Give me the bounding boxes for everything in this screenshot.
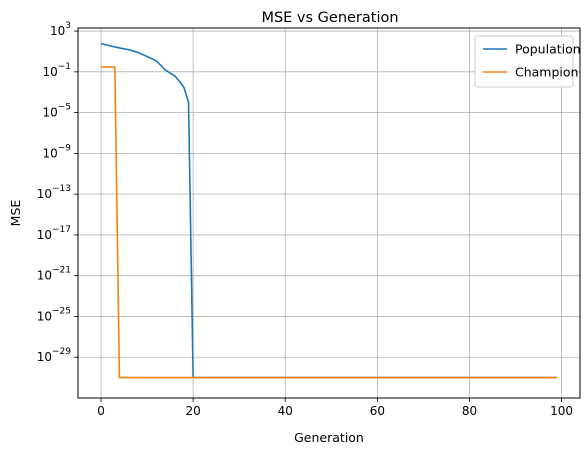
chart-title: MSE vs Generation: [261, 10, 398, 26]
y-tick-label: 10−13: [37, 184, 71, 201]
series-line-population: [101, 44, 557, 378]
y-tick-label: 10−1: [42, 62, 71, 79]
y-tick-label: 10−17: [37, 225, 71, 242]
x-ticks: 0 20 40 60 80 100: [97, 398, 573, 418]
x-tick-label: 60: [370, 404, 385, 418]
legend: Population Champion: [475, 36, 581, 87]
series-lines: [101, 44, 557, 378]
y-tick-label: 10−25: [37, 306, 71, 323]
x-axis-label: Generation: [294, 430, 364, 445]
y-tick-label: 10−5: [42, 103, 71, 120]
x-tick-label: 20: [185, 404, 200, 418]
x-tick-label: 100: [550, 404, 573, 418]
legend-label-champion: Champion: [515, 65, 578, 80]
x-tick-label: 40: [278, 404, 293, 418]
series-line-champion: [101, 67, 557, 378]
y-tick-label: 103: [50, 21, 71, 38]
x-tick-label: 0: [97, 404, 105, 418]
y-tick-label: 10−9: [42, 143, 71, 160]
y-ticks: 103 10−1 10−5 10−9 10−13 10−17 10−21 10−25 10−29: [37, 21, 78, 364]
x-tick-label: 80: [462, 404, 477, 418]
legend-label-population: Population: [515, 42, 581, 57]
y-axis-label: MSE: [8, 200, 23, 227]
y-tick-label: 10−29: [37, 347, 72, 364]
y-tick-label: 10−21: [37, 266, 71, 283]
